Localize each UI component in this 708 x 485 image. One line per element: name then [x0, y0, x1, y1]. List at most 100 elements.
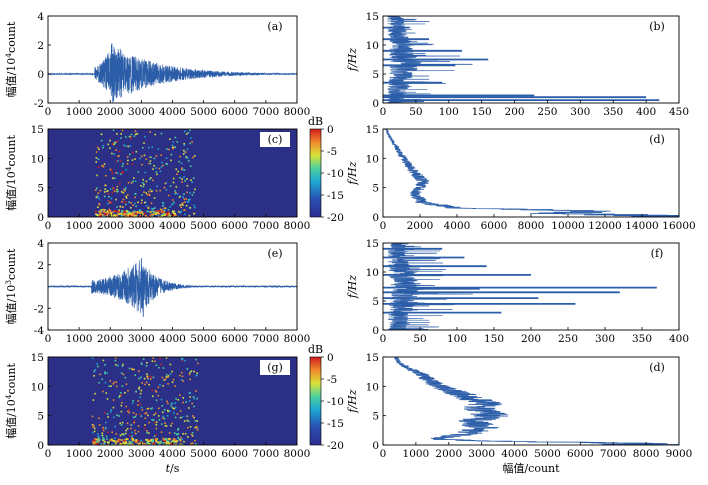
spectrogram-cell [94, 441, 97, 444]
spectrogram-cell [181, 178, 183, 180]
spectrogram-cell [141, 199, 143, 201]
spectrogram-cell [128, 211, 131, 213]
spectrogram-cell [126, 163, 129, 165]
spectrogram-cell [140, 441, 143, 444]
spectrogram-cell [193, 405, 195, 408]
spectrogram-cell [141, 409, 144, 411]
x-tick-label: 200 [521, 333, 541, 345]
spectrogram-cell [159, 440, 162, 443]
x-tick-label: 2000 [407, 220, 434, 232]
spectrogram-cell [189, 192, 191, 194]
spectrogram-cell [165, 442, 168, 445]
spectrogram-cell [132, 416, 135, 419]
spectrogram-cell [101, 432, 104, 435]
x-tick-label: 450 [669, 106, 689, 118]
spectrogram-cell [134, 130, 137, 132]
spectrogram-cell [112, 177, 114, 180]
spectrogram-cell [98, 381, 100, 384]
spectrogram-cell [98, 438, 101, 441]
spectrogram-cell [119, 439, 121, 441]
spectrogram-cell [111, 191, 114, 194]
spectrogram-cell [195, 443, 197, 445]
spectrogram-cell [163, 417, 166, 420]
spectrogram-cell [172, 210, 175, 213]
spectrogram-cell [154, 360, 156, 363]
spectrogram-cell [108, 195, 110, 198]
spectrogram-cell [109, 439, 112, 442]
spectrogram-cell [148, 146, 150, 149]
spectrogram-cell [197, 362, 199, 365]
spectrogram-cell [103, 440, 105, 443]
y-tick-label: 5 [37, 411, 44, 423]
spectrogram-cell [162, 417, 164, 419]
spectrogram-cell [154, 207, 156, 209]
spectrogram-cell [104, 213, 108, 215]
spectrogram-cell [138, 377, 140, 380]
y-tick-label: 0 [37, 69, 44, 81]
spectrogram-cell [160, 363, 162, 366]
spectrogram-cell [96, 440, 99, 443]
spectrogram-cell [148, 421, 150, 424]
spectrogram-cell [111, 172, 114, 174]
spectrogram-cell [155, 421, 158, 423]
spectrogram-cell [110, 411, 112, 413]
x-tick-label: 0 [45, 106, 52, 118]
spectrogram-cell [177, 433, 180, 435]
spectrogram-cell [186, 191, 188, 194]
x-tick-label: 5000 [190, 106, 217, 118]
spectrogram-cell [109, 168, 112, 171]
spectrogram-cell [93, 375, 95, 377]
spectrogram-cell [172, 177, 175, 180]
spectrogram-cell [150, 202, 153, 205]
spectrogram-cell [194, 206, 196, 209]
spectrogram-cell [187, 160, 190, 162]
x-tick-label: 10000 [551, 220, 584, 232]
spectrogram-cell [154, 437, 156, 440]
spectrogram-cell [95, 196, 98, 199]
spectrogram-cell [194, 426, 197, 429]
y-axis-label: f/Hz [346, 275, 359, 299]
spectrogram-cell [102, 426, 105, 429]
spectrogram-cell [109, 201, 111, 204]
y-tick-label: 15 [366, 124, 379, 136]
plot-frame [47, 15, 298, 104]
colorbar-ramp [309, 356, 322, 446]
spectrogram-cell [92, 442, 95, 444]
x-tick-label: 0 [380, 106, 387, 118]
x-tick-label: 300 [595, 333, 615, 345]
spectrogram-cell [176, 439, 179, 442]
spectrogram-cell [162, 211, 165, 213]
spectrogram-cell [180, 379, 183, 381]
spectrogram-cell [146, 375, 149, 377]
spectrogram-cell [102, 208, 105, 211]
spectrogram-cell [179, 394, 181, 396]
spectrogram-cell [137, 171, 140, 173]
profile-series [393, 357, 679, 445]
x-tick-label: 3000 [128, 106, 155, 118]
spectrogram-cell [146, 362, 148, 364]
spectrogram-cell [132, 400, 134, 402]
spectrogram-cell [177, 216, 180, 217]
y-tick-label: 5 [372, 183, 379, 195]
x-tick-label: 350 [632, 333, 652, 345]
spectrogram-cell [118, 415, 120, 417]
spectrogram-cell [177, 428, 180, 430]
spectrogram-cell [113, 214, 116, 217]
profile-series [384, 129, 679, 217]
spectrogram-cell [119, 395, 121, 397]
spectrogram-cell [164, 424, 167, 427]
y-tick-label: 15 [31, 352, 44, 364]
y-tick-label: 15 [366, 238, 379, 250]
spectrogram-cell [168, 438, 171, 440]
spectrogram-cell [189, 426, 192, 428]
spectrogram-cell [190, 370, 193, 372]
spectrogram-cell [160, 132, 163, 135]
spectrogram-cell [196, 374, 198, 377]
spectrogram-cell [159, 208, 162, 210]
spectrogram-cell [122, 433, 125, 435]
spectrogram-cell [100, 133, 103, 135]
spectrogram-cell [98, 148, 100, 151]
spectrogram-cell [189, 165, 192, 167]
spectrogram-cell [111, 431, 113, 434]
spectrogram-cell [191, 141, 193, 143]
